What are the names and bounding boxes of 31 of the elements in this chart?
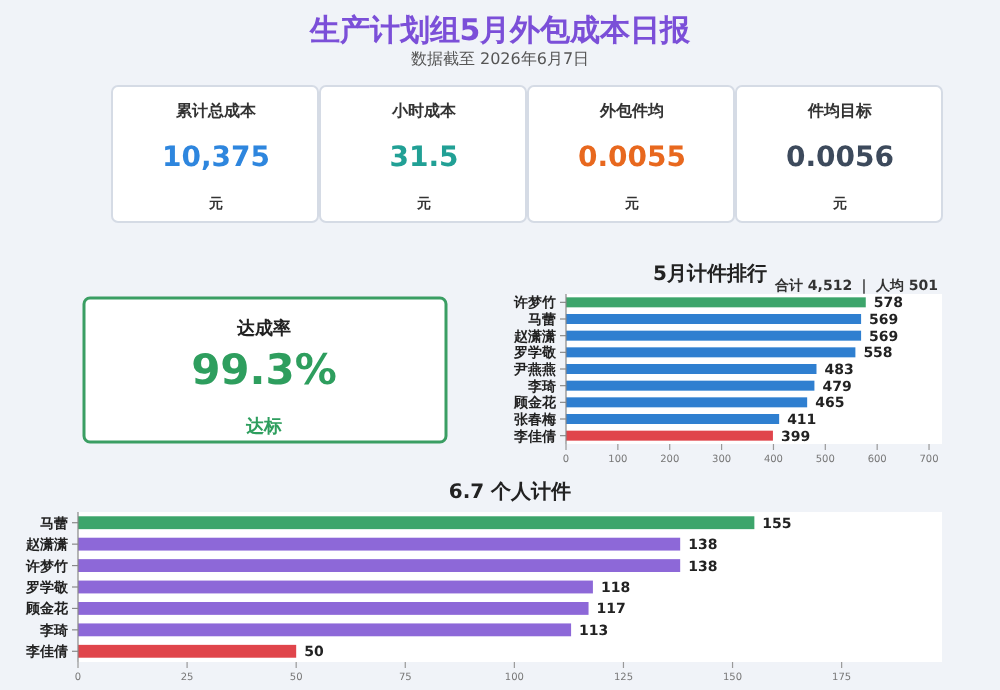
bar [566, 414, 780, 424]
bar [78, 559, 681, 572]
bar [566, 364, 817, 374]
bar [78, 516, 755, 530]
text: 累计总成本 [174, 102, 258, 120]
bar [78, 537, 681, 551]
text: 0.0056 [785, 142, 895, 174]
text: 达成率 [235, 318, 291, 340]
text: 31.5 [389, 142, 459, 174]
bar [78, 644, 297, 658]
bar [78, 580, 593, 594]
bar [566, 347, 856, 358]
text: 数据截至 2026年6月7日 [410, 50, 590, 68]
text: 99.3% [191, 346, 337, 394]
bar [78, 602, 589, 615]
text: 件均目标 [806, 102, 872, 120]
bar [566, 430, 773, 441]
text: 10,375 [161, 142, 271, 174]
text: 外包件均 [598, 102, 664, 120]
text: 生产计划组5月外包成本日报 [307, 12, 693, 48]
bar [566, 380, 815, 391]
bar [566, 297, 866, 308]
chart-title: 6.7 个人计件 [448, 480, 572, 504]
bar [566, 330, 862, 341]
text: 0.0055 [577, 142, 687, 174]
bar [78, 623, 572, 637]
text: 达标 [244, 416, 282, 438]
bar [566, 397, 808, 408]
chart-title: 5月计件排行 [653, 262, 767, 286]
bar [566, 314, 862, 324]
text: 小时成本 [390, 102, 458, 120]
